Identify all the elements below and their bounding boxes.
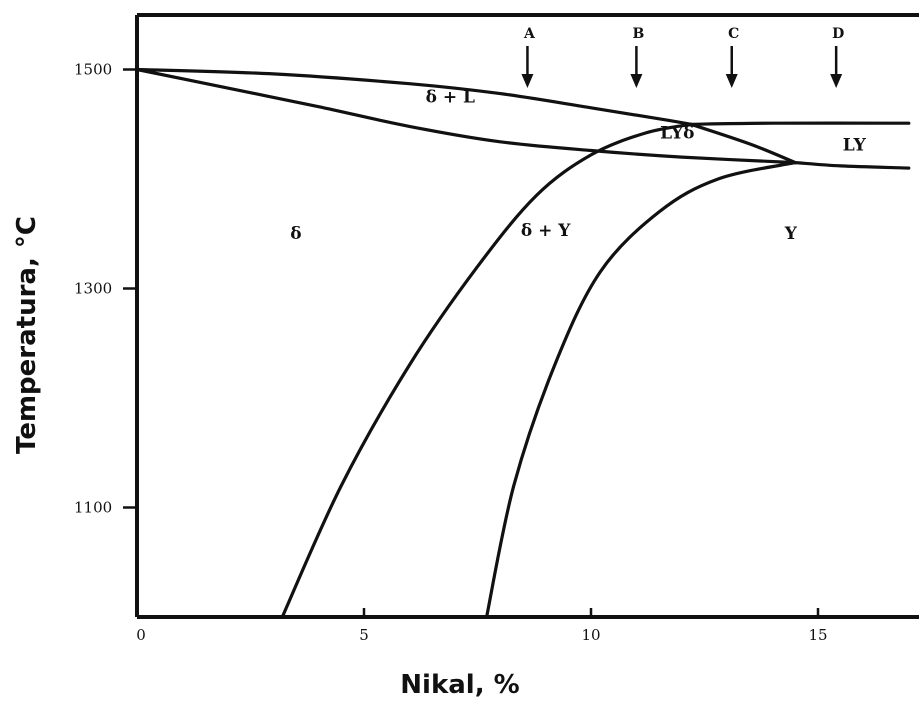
x-axis-title: Nikal, % <box>400 670 519 700</box>
marker-label: A <box>523 26 536 42</box>
marker-label: D <box>832 26 844 42</box>
y-tick-label: 1300 <box>74 280 112 298</box>
phase-boundary-7 <box>485 161 797 619</box>
marker-arrow-head <box>521 74 534 88</box>
region-label: δ + Y <box>521 221 571 241</box>
y-tick-label: 1100 <box>74 499 112 517</box>
phase-boundary-6 <box>280 122 693 619</box>
phase-boundary-1 <box>135 67 693 126</box>
marker-arrow-head <box>630 74 643 88</box>
region-label: δ <box>290 224 301 244</box>
phase-boundary-5 <box>793 161 911 170</box>
x-tick-label: 15 <box>808 626 827 644</box>
phase-boundary-2 <box>135 67 797 165</box>
phase-boundary-3 <box>689 122 797 165</box>
x-tick-label: 10 <box>581 626 600 644</box>
marker-label: C <box>728 26 739 42</box>
axis-ticks: 0 5 10 15 1100 1300 1500 <box>74 61 828 645</box>
region-label: LY <box>843 136 867 156</box>
y-axis-title: Temperatura, °C <box>12 216 42 454</box>
composition-markers: A B C D <box>521 26 844 88</box>
region-label: δ + L <box>426 87 475 107</box>
x-tick-label: 0 <box>136 626 146 644</box>
phase-boundary-4 <box>689 121 911 126</box>
region-label: LYδ <box>660 123 694 143</box>
marker-arrow-head <box>725 74 738 88</box>
y-tick-label: 1500 <box>74 61 112 79</box>
marker-arrow-head <box>830 74 843 88</box>
region-label: Y <box>784 224 798 244</box>
x-tick-label: 5 <box>359 626 369 644</box>
plot-frame <box>135 13 919 619</box>
phase-boundaries <box>135 67 911 619</box>
marker-label: B <box>632 26 644 42</box>
